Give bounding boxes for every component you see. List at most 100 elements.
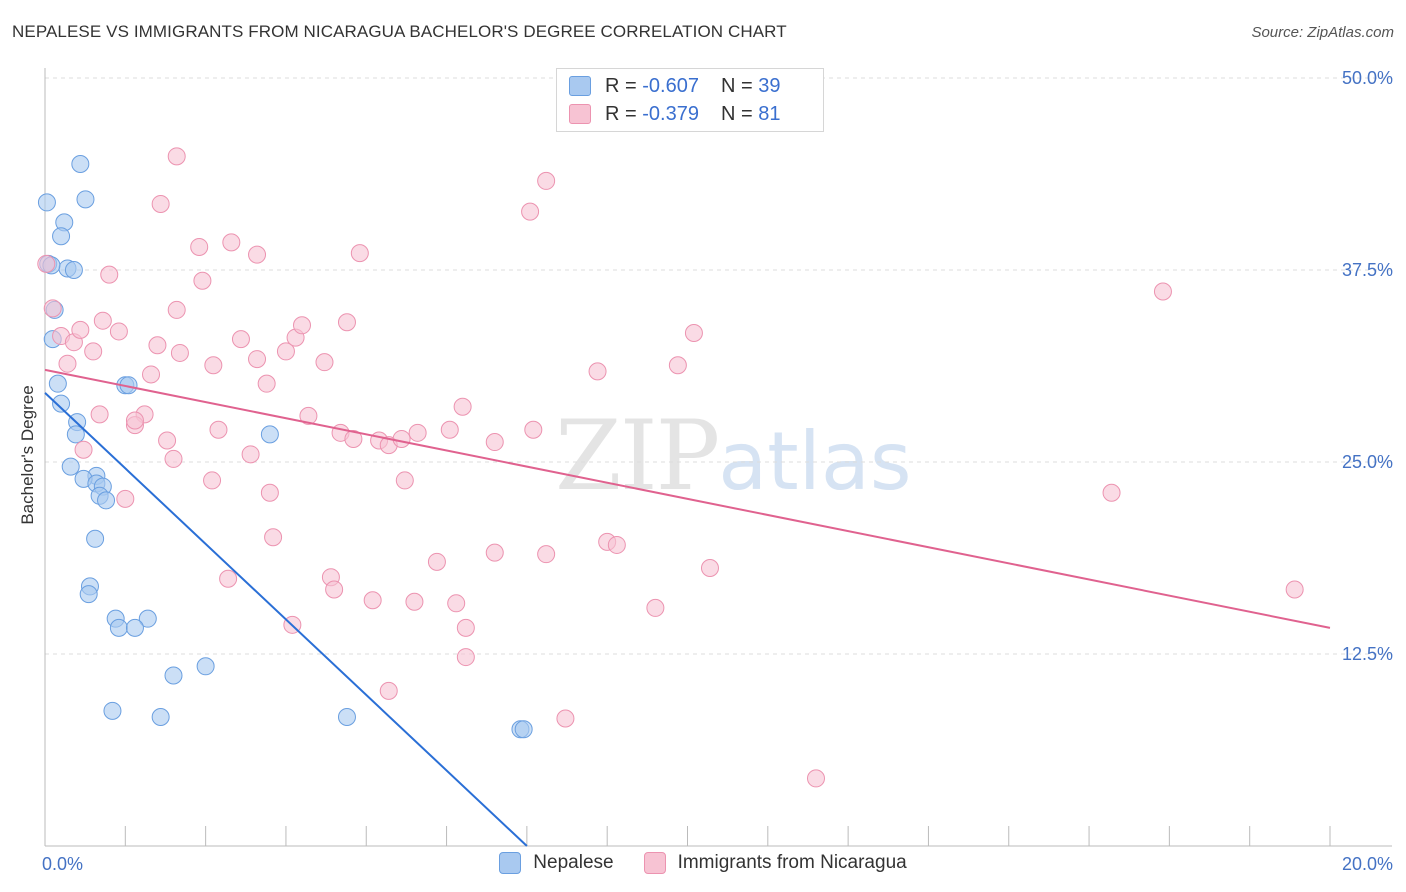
nepalese-point: [79, 585, 98, 604]
nicaragua-point: [231, 330, 250, 349]
series-legend-nicaragua[interactable]: Immigrants from Nicaragua: [643, 852, 907, 874]
legend-swatch-nepalese: [569, 76, 591, 96]
series-label-nepalese: Nepalese: [533, 852, 614, 873]
nicaragua-point: [151, 194, 170, 213]
nicaragua-point: [447, 594, 466, 613]
nicaragua-point: [257, 374, 276, 393]
nicaragua-point: [337, 313, 356, 332]
nepalese-point: [64, 261, 83, 279]
nicaragua-point: [219, 569, 238, 588]
nepalese-point: [61, 457, 80, 476]
nicaragua-point: [315, 353, 334, 372]
nepalese-point: [125, 618, 144, 637]
correlation-legend: R = -0.607 N = 39 R = -0.379 N = 81: [556, 68, 824, 132]
legend-r-label: R =: [605, 102, 637, 125]
nepalese-point: [138, 609, 157, 628]
nicaragua-point: [395, 471, 414, 490]
nepalese-point: [66, 425, 85, 444]
nicaragua-point: [700, 558, 719, 577]
legend-n-label: N =: [720, 102, 753, 125]
y-tick-label: 50.0%: [1342, 68, 1393, 88]
source-label: Source: ZipAtlas.com: [1251, 24, 1394, 41]
nicaragua-point: [209, 420, 228, 439]
legend-n-label: N =: [720, 74, 753, 97]
nepalese-point: [260, 425, 279, 444]
nicaragua-point: [1285, 580, 1304, 599]
legend-r-value: -0.379: [642, 102, 699, 125]
nicaragua-point: [93, 311, 112, 330]
nicaragua-point: [260, 483, 279, 502]
x-tick-label: 20.0%: [1342, 854, 1393, 874]
nicaragua-point: [248, 350, 267, 369]
series-legend: Nepalese Immigrants from Nicaragua: [0, 852, 1406, 874]
nicaragua-point: [453, 397, 472, 416]
nepalese-point: [71, 155, 90, 174]
x-tick-label: 0.0%: [42, 854, 83, 874]
nicaragua-point: [71, 320, 90, 339]
nicaragua-point: [276, 342, 295, 361]
nepalese-point: [76, 190, 95, 209]
nicaragua-point: [84, 342, 103, 361]
nepalese-point: [97, 491, 116, 510]
nicaragua-point: [646, 598, 665, 617]
nicaragua-point: [190, 237, 209, 256]
nicaragua-point: [264, 528, 283, 547]
nicaragua-point: [248, 245, 267, 264]
nicaragua-point: [456, 618, 475, 637]
nicaragua-point: [1102, 483, 1121, 502]
y-tick-label: 25.0%: [1342, 452, 1393, 472]
nicaragua-point: [392, 429, 411, 448]
nicaragua-point: [807, 769, 825, 788]
legend-r-label: R =: [605, 74, 637, 97]
nicaragua-point: [158, 431, 177, 450]
nicaragua-point: [537, 171, 556, 190]
nicaragua-point: [607, 535, 626, 554]
nicaragua-point: [193, 271, 212, 290]
legend-swatch-nicaragua: [569, 104, 591, 124]
nepalese-point: [52, 394, 71, 413]
nicaragua-point: [408, 423, 427, 442]
chart-title: NEPALESE VS IMMIGRANTS FROM NICARAGUA BA…: [12, 22, 787, 41]
legend-n-value: 81: [758, 102, 781, 125]
nicaragua-point: [668, 356, 687, 375]
nicaragua-point: [537, 545, 556, 564]
nicaragua-point: [241, 445, 260, 464]
nicaragua-point: [344, 429, 363, 448]
nicaragua-point: [363, 591, 382, 610]
nicaragua-point: [684, 323, 703, 342]
nicaragua-point: [456, 648, 475, 667]
nicaragua-point: [299, 406, 318, 425]
legend-r-value: -0.607: [642, 74, 699, 97]
nicaragua-point: [440, 420, 459, 439]
nepalese-point: [109, 618, 128, 637]
series-legend-nepalese[interactable]: Nepalese: [499, 852, 614, 874]
nepalese-point: [164, 666, 183, 685]
nicaragua-point: [142, 365, 161, 384]
nepalese-point: [52, 227, 71, 246]
watermark-zip: ZIP: [555, 400, 720, 512]
nicaragua-point: [58, 354, 77, 373]
nepalese-point: [37, 193, 56, 212]
nicaragua-point: [556, 709, 575, 728]
legend-row-nepalese: R = -0.607 N = 39: [569, 73, 780, 99]
nicaragua-point: [588, 362, 607, 381]
nicaragua-point: [405, 592, 424, 611]
nicaragua-point: [427, 552, 446, 571]
nicaragua-point: [1153, 282, 1172, 301]
nicaragua-point: [167, 147, 186, 166]
nepalese-point: [514, 720, 533, 739]
nicaragua-point: [100, 265, 119, 284]
legend-n-value: 39: [758, 74, 781, 97]
nicaragua-point: [148, 336, 167, 355]
nicaragua-point: [293, 316, 311, 335]
nicaragua-point: [379, 681, 398, 700]
nicaragua-point: [350, 244, 369, 263]
nicaragua-point: [325, 580, 344, 599]
nicaragua-point: [74, 440, 93, 459]
nepalese-point: [337, 707, 356, 726]
nicaragua-point: [116, 489, 135, 508]
y-tick-label: 37.5%: [1342, 260, 1393, 280]
y-tick-label: 12.5%: [1342, 644, 1393, 664]
nicaragua-point: [43, 299, 62, 318]
